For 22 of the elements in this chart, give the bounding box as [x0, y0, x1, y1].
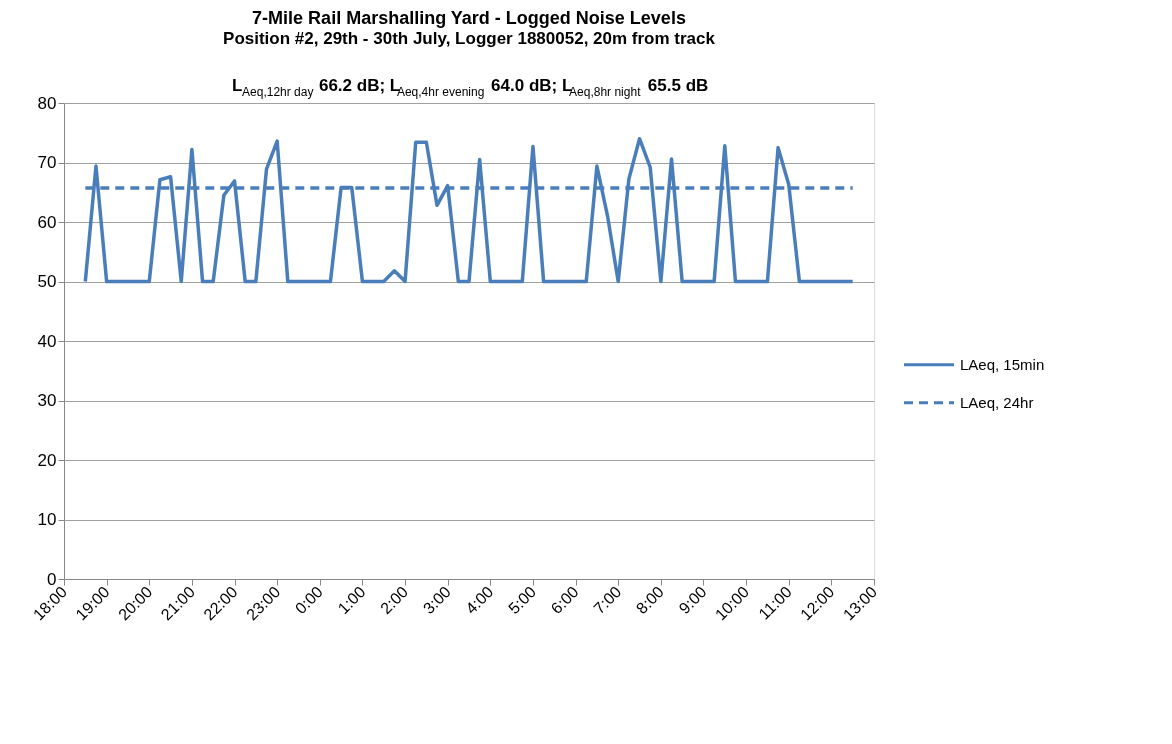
x-tick-label: 9:00	[675, 583, 710, 618]
x-tick-label: 1:00	[334, 583, 369, 618]
legend-label: LAeq, 24hr	[960, 393, 1034, 411]
y-tick-label: 50	[37, 272, 57, 291]
chart-title: 7-Mile Rail Marshalling Yard - Logged Noise Levels	[252, 8, 686, 28]
y-tick-label: 0	[47, 569, 57, 589]
x-tick-label: 4:00	[462, 583, 497, 618]
x-tick-label: 8:00	[632, 583, 668, 618]
x-tick-label: 6:00	[547, 583, 582, 618]
y-tick-label: 70	[37, 153, 57, 172]
y-tick-label: 40	[37, 331, 57, 351]
legend-label: LAeq, 15min	[960, 355, 1045, 373]
x-tick-label: 0:00	[291, 583, 327, 618]
chart-subtitle: Position #2, 29th - 30th July, Logger 1880052, 20m from track	[223, 29, 716, 48]
x-tick-label: 7:00	[590, 583, 625, 618]
y-tick-label: 80	[37, 93, 57, 113]
x-tick-label: 5:00	[505, 583, 540, 618]
x-tick-label: 3:00	[419, 583, 454, 618]
y-tick-label: 10	[37, 510, 57, 529]
y-tick-label: 30	[37, 391, 57, 410]
y-tick-label: 20	[37, 450, 57, 470]
y-tick-label: 60	[37, 212, 57, 232]
